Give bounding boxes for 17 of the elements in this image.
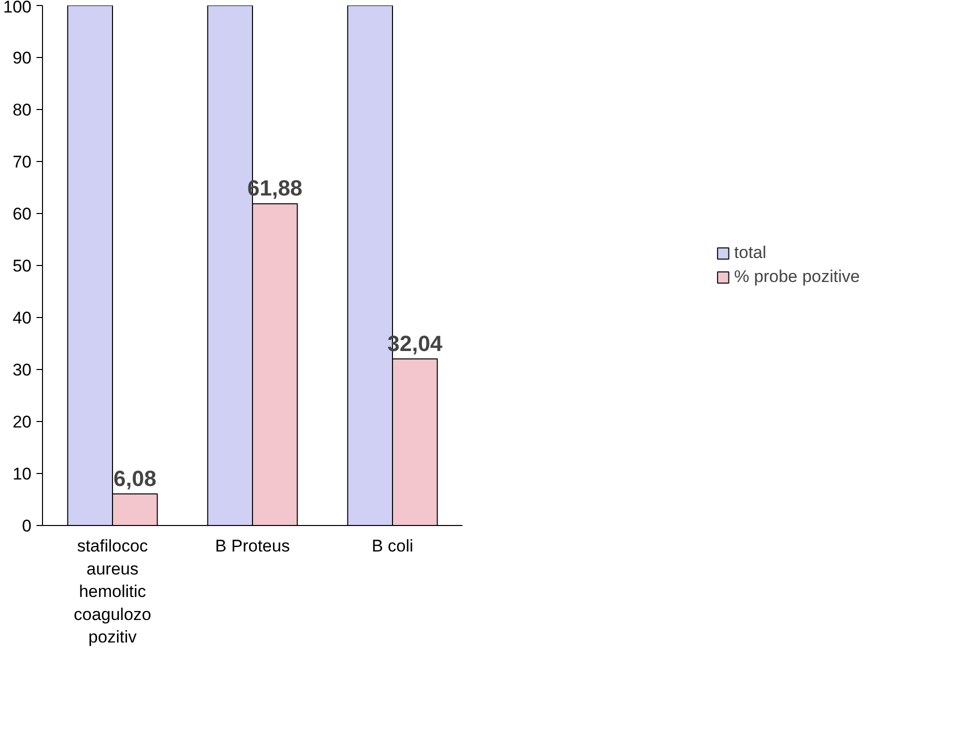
y-tick-label: 0 xyxy=(22,516,32,536)
legend-label: total xyxy=(734,243,766,263)
data-label: 6,08 xyxy=(113,466,156,491)
y-tick-label: 60 xyxy=(12,204,32,224)
legend-label: % probe pozitive xyxy=(734,267,860,287)
y-tick-label: 90 xyxy=(12,48,32,68)
y-tick-label: 30 xyxy=(12,360,32,380)
x-tick-label: B Proteus xyxy=(215,536,290,556)
y-tick-label: 10 xyxy=(12,464,32,484)
y-tick-label: 70 xyxy=(12,152,32,172)
y-tick-label: 100 xyxy=(3,0,32,16)
x-tick-label: B coli xyxy=(372,536,414,556)
y-tick-label: 50 xyxy=(12,256,32,276)
y-tick-label: 20 xyxy=(12,412,32,432)
y-tick-label: 40 xyxy=(12,308,32,328)
y-tick-label: 80 xyxy=(12,100,32,120)
x-tick-label: stafilococ aureus hemolitic coagulozo pozitiv xyxy=(74,536,152,647)
